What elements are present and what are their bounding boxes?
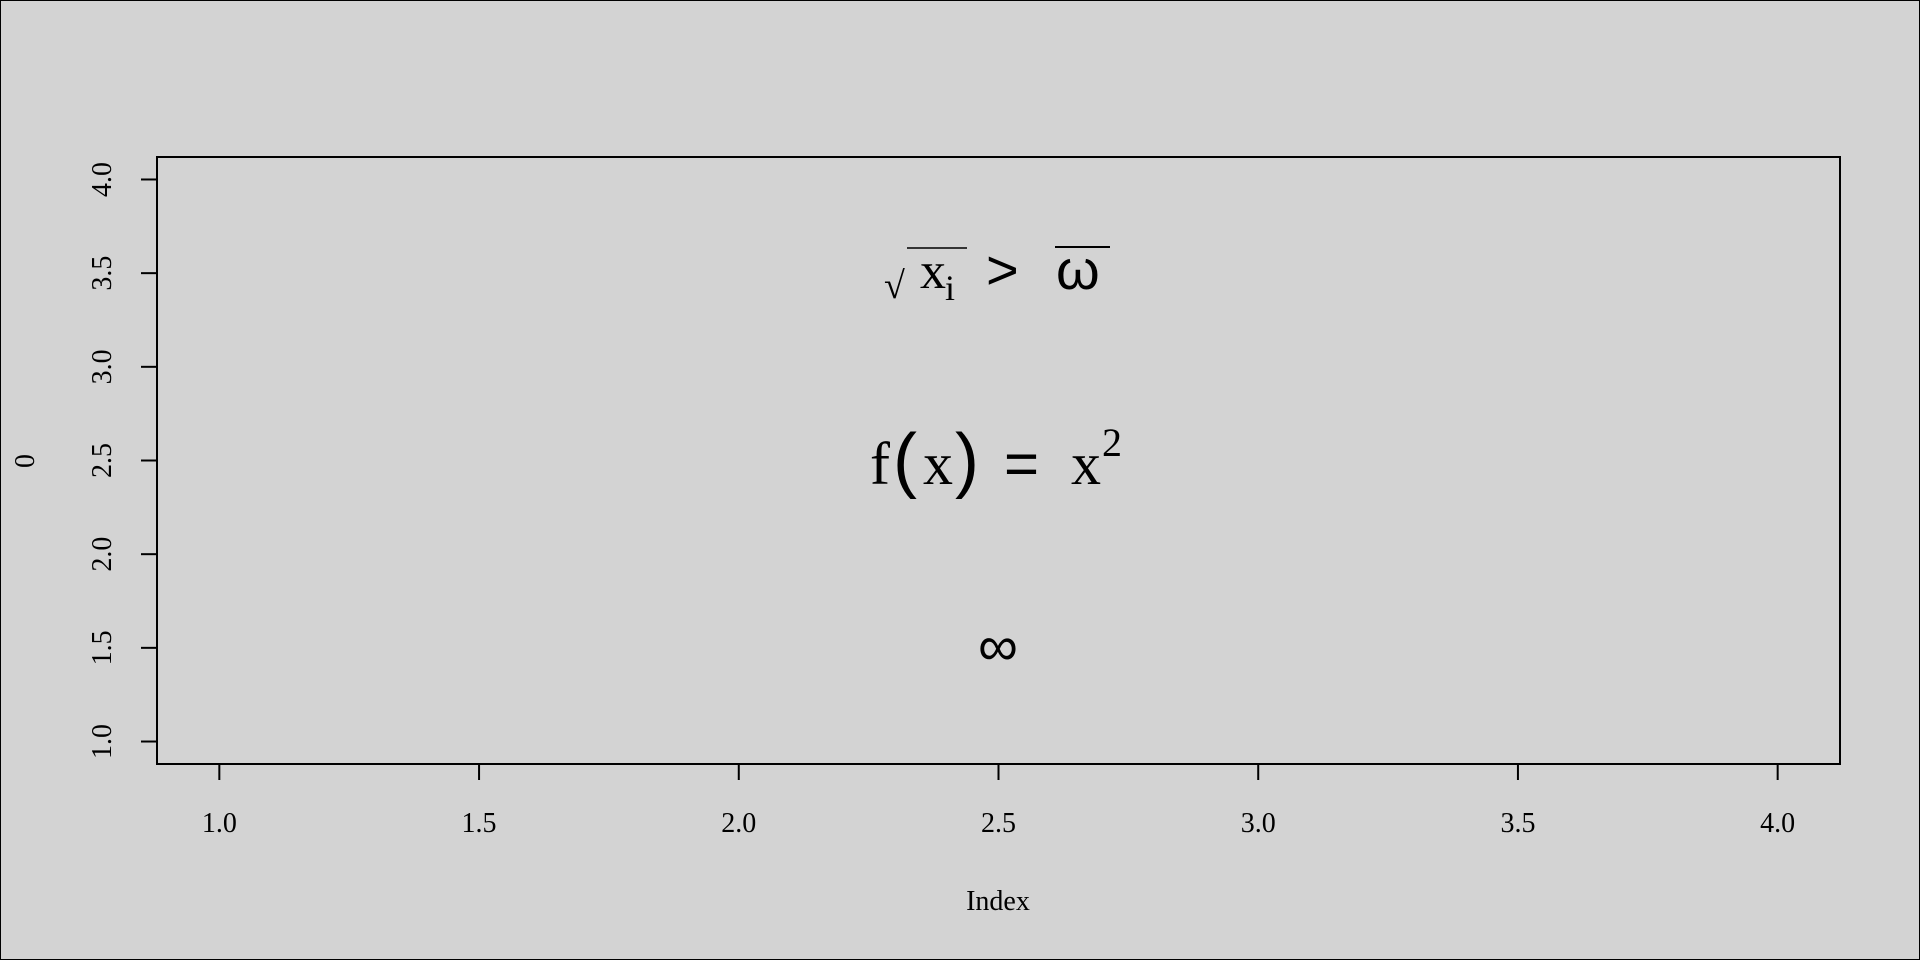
open-paren: ( [893, 420, 917, 500]
annotation-function-definition: f ( x ) = x 2 [870, 420, 1122, 500]
y-tick-label: 3.0 [87, 349, 118, 384]
x-tick-label: 2.0 [721, 808, 756, 839]
y-tick-label: 3.5 [87, 256, 118, 291]
x-tick-label: 3.5 [1500, 808, 1535, 839]
equals-sign: = [1004, 430, 1039, 497]
close-paren: ) [955, 420, 979, 500]
y-tick-label: 2.0 [87, 537, 118, 572]
greater-than-operator: > [986, 238, 1019, 301]
y-tick-label: 4.0 [87, 162, 118, 197]
y-tick-label: 2.5 [87, 443, 118, 478]
omega-symbol: ω [1056, 238, 1100, 301]
radical-symbol: √ [884, 265, 905, 307]
function-name-f: f [870, 431, 890, 497]
infinity-symbol: ∞ [978, 614, 1018, 677]
y-tick-label: 1.0 [87, 724, 118, 759]
y-tick-label: 1.5 [87, 630, 118, 665]
x-tick-label: 3.0 [1241, 808, 1276, 839]
x-tick-label: 4.0 [1760, 808, 1795, 839]
y-axis: 1.0 1.5 2.0 2.5 3.0 3.5 4.0 [87, 162, 158, 759]
argument-x: x [923, 431, 953, 497]
x-axis: 1.0 1.5 2.0 2.5 3.0 3.5 4.0 [202, 763, 1795, 839]
sqrt-base-x: x [920, 243, 946, 300]
subscript-i: i [945, 268, 955, 308]
annotation-infinity: ∞ [978, 614, 1018, 677]
x-axis-label: Index [966, 886, 1030, 917]
x-tick-label: 1.5 [462, 808, 497, 839]
annotation-sqrt-inequality: √ x i > ω [884, 238, 1110, 308]
y-axis-label: 0 [10, 454, 41, 468]
x-tick-label: 2.5 [981, 808, 1016, 839]
exponent-2: 2 [1102, 420, 1122, 465]
power-base-x: x [1071, 431, 1101, 497]
x-tick-label: 1.0 [202, 808, 237, 839]
